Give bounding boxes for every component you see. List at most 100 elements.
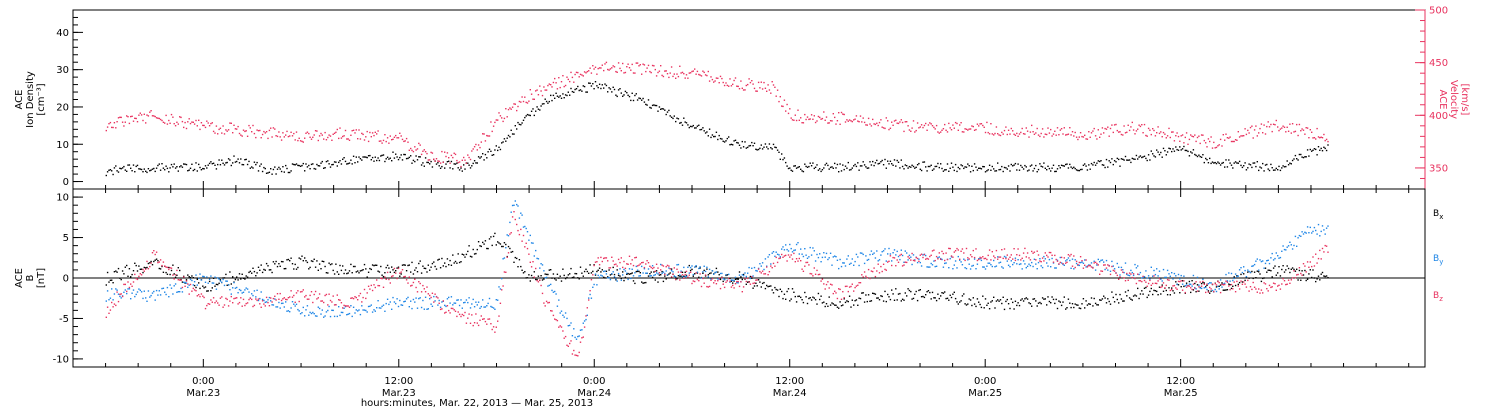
data-point bbox=[1217, 280, 1219, 283]
data-point bbox=[1205, 157, 1207, 160]
data-point bbox=[1214, 147, 1216, 149]
data-point bbox=[1037, 254, 1040, 256]
data-point bbox=[208, 280, 211, 283]
data-point bbox=[106, 306, 109, 308]
data-point bbox=[1306, 278, 1309, 280]
data-point bbox=[486, 134, 488, 137]
data-point bbox=[522, 119, 525, 121]
data-point bbox=[363, 288, 366, 291]
data-point bbox=[1074, 131, 1076, 134]
data-point bbox=[873, 292, 875, 295]
data-point bbox=[1311, 232, 1313, 234]
data-point bbox=[1130, 126, 1132, 128]
data-point bbox=[589, 290, 591, 292]
data-point bbox=[1047, 127, 1049, 129]
data-point bbox=[317, 306, 319, 308]
data-point bbox=[202, 285, 204, 287]
data-point bbox=[1260, 167, 1263, 169]
data-point bbox=[1143, 276, 1146, 278]
data-point bbox=[952, 293, 954, 295]
data-point bbox=[1267, 259, 1269, 261]
data-point bbox=[1040, 261, 1042, 263]
data-point bbox=[776, 289, 779, 291]
data-point bbox=[998, 256, 1000, 258]
data-point bbox=[516, 203, 518, 206]
data-point bbox=[1043, 162, 1045, 164]
data-point bbox=[567, 345, 569, 347]
data-point bbox=[291, 135, 294, 137]
data-point bbox=[1055, 170, 1057, 173]
data-point bbox=[628, 67, 631, 69]
data-point bbox=[385, 278, 387, 280]
data-point bbox=[756, 90, 758, 92]
data-point bbox=[1162, 282, 1165, 284]
data-point bbox=[1009, 170, 1011, 172]
data-point bbox=[1026, 170, 1029, 172]
data-point bbox=[282, 261, 284, 263]
data-point bbox=[953, 291, 955, 293]
data-point bbox=[285, 164, 287, 167]
data-point bbox=[588, 272, 590, 274]
data-point bbox=[650, 266, 652, 269]
data-point bbox=[719, 287, 722, 290]
data-point bbox=[1213, 162, 1215, 164]
data-point bbox=[314, 315, 317, 317]
data-point bbox=[420, 306, 423, 309]
data-point bbox=[185, 163, 188, 166]
data-point bbox=[1113, 268, 1116, 270]
data-point bbox=[813, 250, 815, 252]
data-point bbox=[650, 107, 652, 109]
data-point bbox=[665, 70, 667, 72]
legend-entry: By bbox=[1433, 254, 1443, 266]
data-point bbox=[1111, 265, 1113, 268]
data-point bbox=[1120, 298, 1123, 300]
data-point bbox=[301, 255, 303, 257]
data-point bbox=[858, 121, 860, 123]
data-point bbox=[136, 164, 139, 167]
data-point bbox=[456, 159, 458, 162]
data-point bbox=[908, 254, 911, 257]
data-point bbox=[1032, 170, 1034, 172]
data-point bbox=[1168, 287, 1170, 289]
data-point bbox=[832, 303, 834, 305]
data-point bbox=[380, 155, 382, 157]
data-point bbox=[204, 281, 207, 283]
data-point bbox=[179, 116, 181, 118]
data-point bbox=[632, 275, 635, 277]
data-point bbox=[912, 165, 915, 168]
data-point bbox=[994, 266, 996, 268]
data-point bbox=[944, 291, 946, 293]
data-point bbox=[547, 273, 549, 276]
data-point bbox=[1128, 159, 1131, 161]
data-point bbox=[892, 124, 894, 126]
data-point bbox=[399, 299, 401, 302]
data-point bbox=[645, 263, 647, 265]
data-point bbox=[718, 277, 720, 280]
data-point bbox=[1213, 290, 1215, 293]
data-point bbox=[357, 270, 359, 272]
data-point bbox=[820, 295, 822, 297]
data-point bbox=[191, 121, 193, 123]
data-point bbox=[1311, 131, 1313, 133]
data-point bbox=[564, 94, 567, 96]
data-point bbox=[471, 150, 473, 152]
data-point bbox=[1320, 136, 1322, 138]
data-point bbox=[126, 290, 128, 293]
data-point bbox=[1168, 147, 1170, 149]
data-point bbox=[1169, 148, 1171, 150]
data-point bbox=[1240, 267, 1242, 269]
data-point bbox=[1154, 156, 1157, 158]
data-point bbox=[1115, 161, 1117, 163]
right-axis-title-line: [km/s] bbox=[1459, 84, 1470, 116]
data-point bbox=[1046, 169, 1048, 171]
data-point bbox=[1093, 161, 1095, 164]
data-point bbox=[480, 245, 482, 248]
data-point bbox=[1048, 132, 1051, 134]
data-point bbox=[165, 293, 167, 296]
data-point bbox=[810, 273, 813, 275]
data-point bbox=[165, 165, 167, 167]
data-point bbox=[456, 315, 458, 318]
data-point bbox=[469, 307, 472, 309]
data-point bbox=[453, 152, 455, 154]
data-point bbox=[774, 286, 776, 289]
